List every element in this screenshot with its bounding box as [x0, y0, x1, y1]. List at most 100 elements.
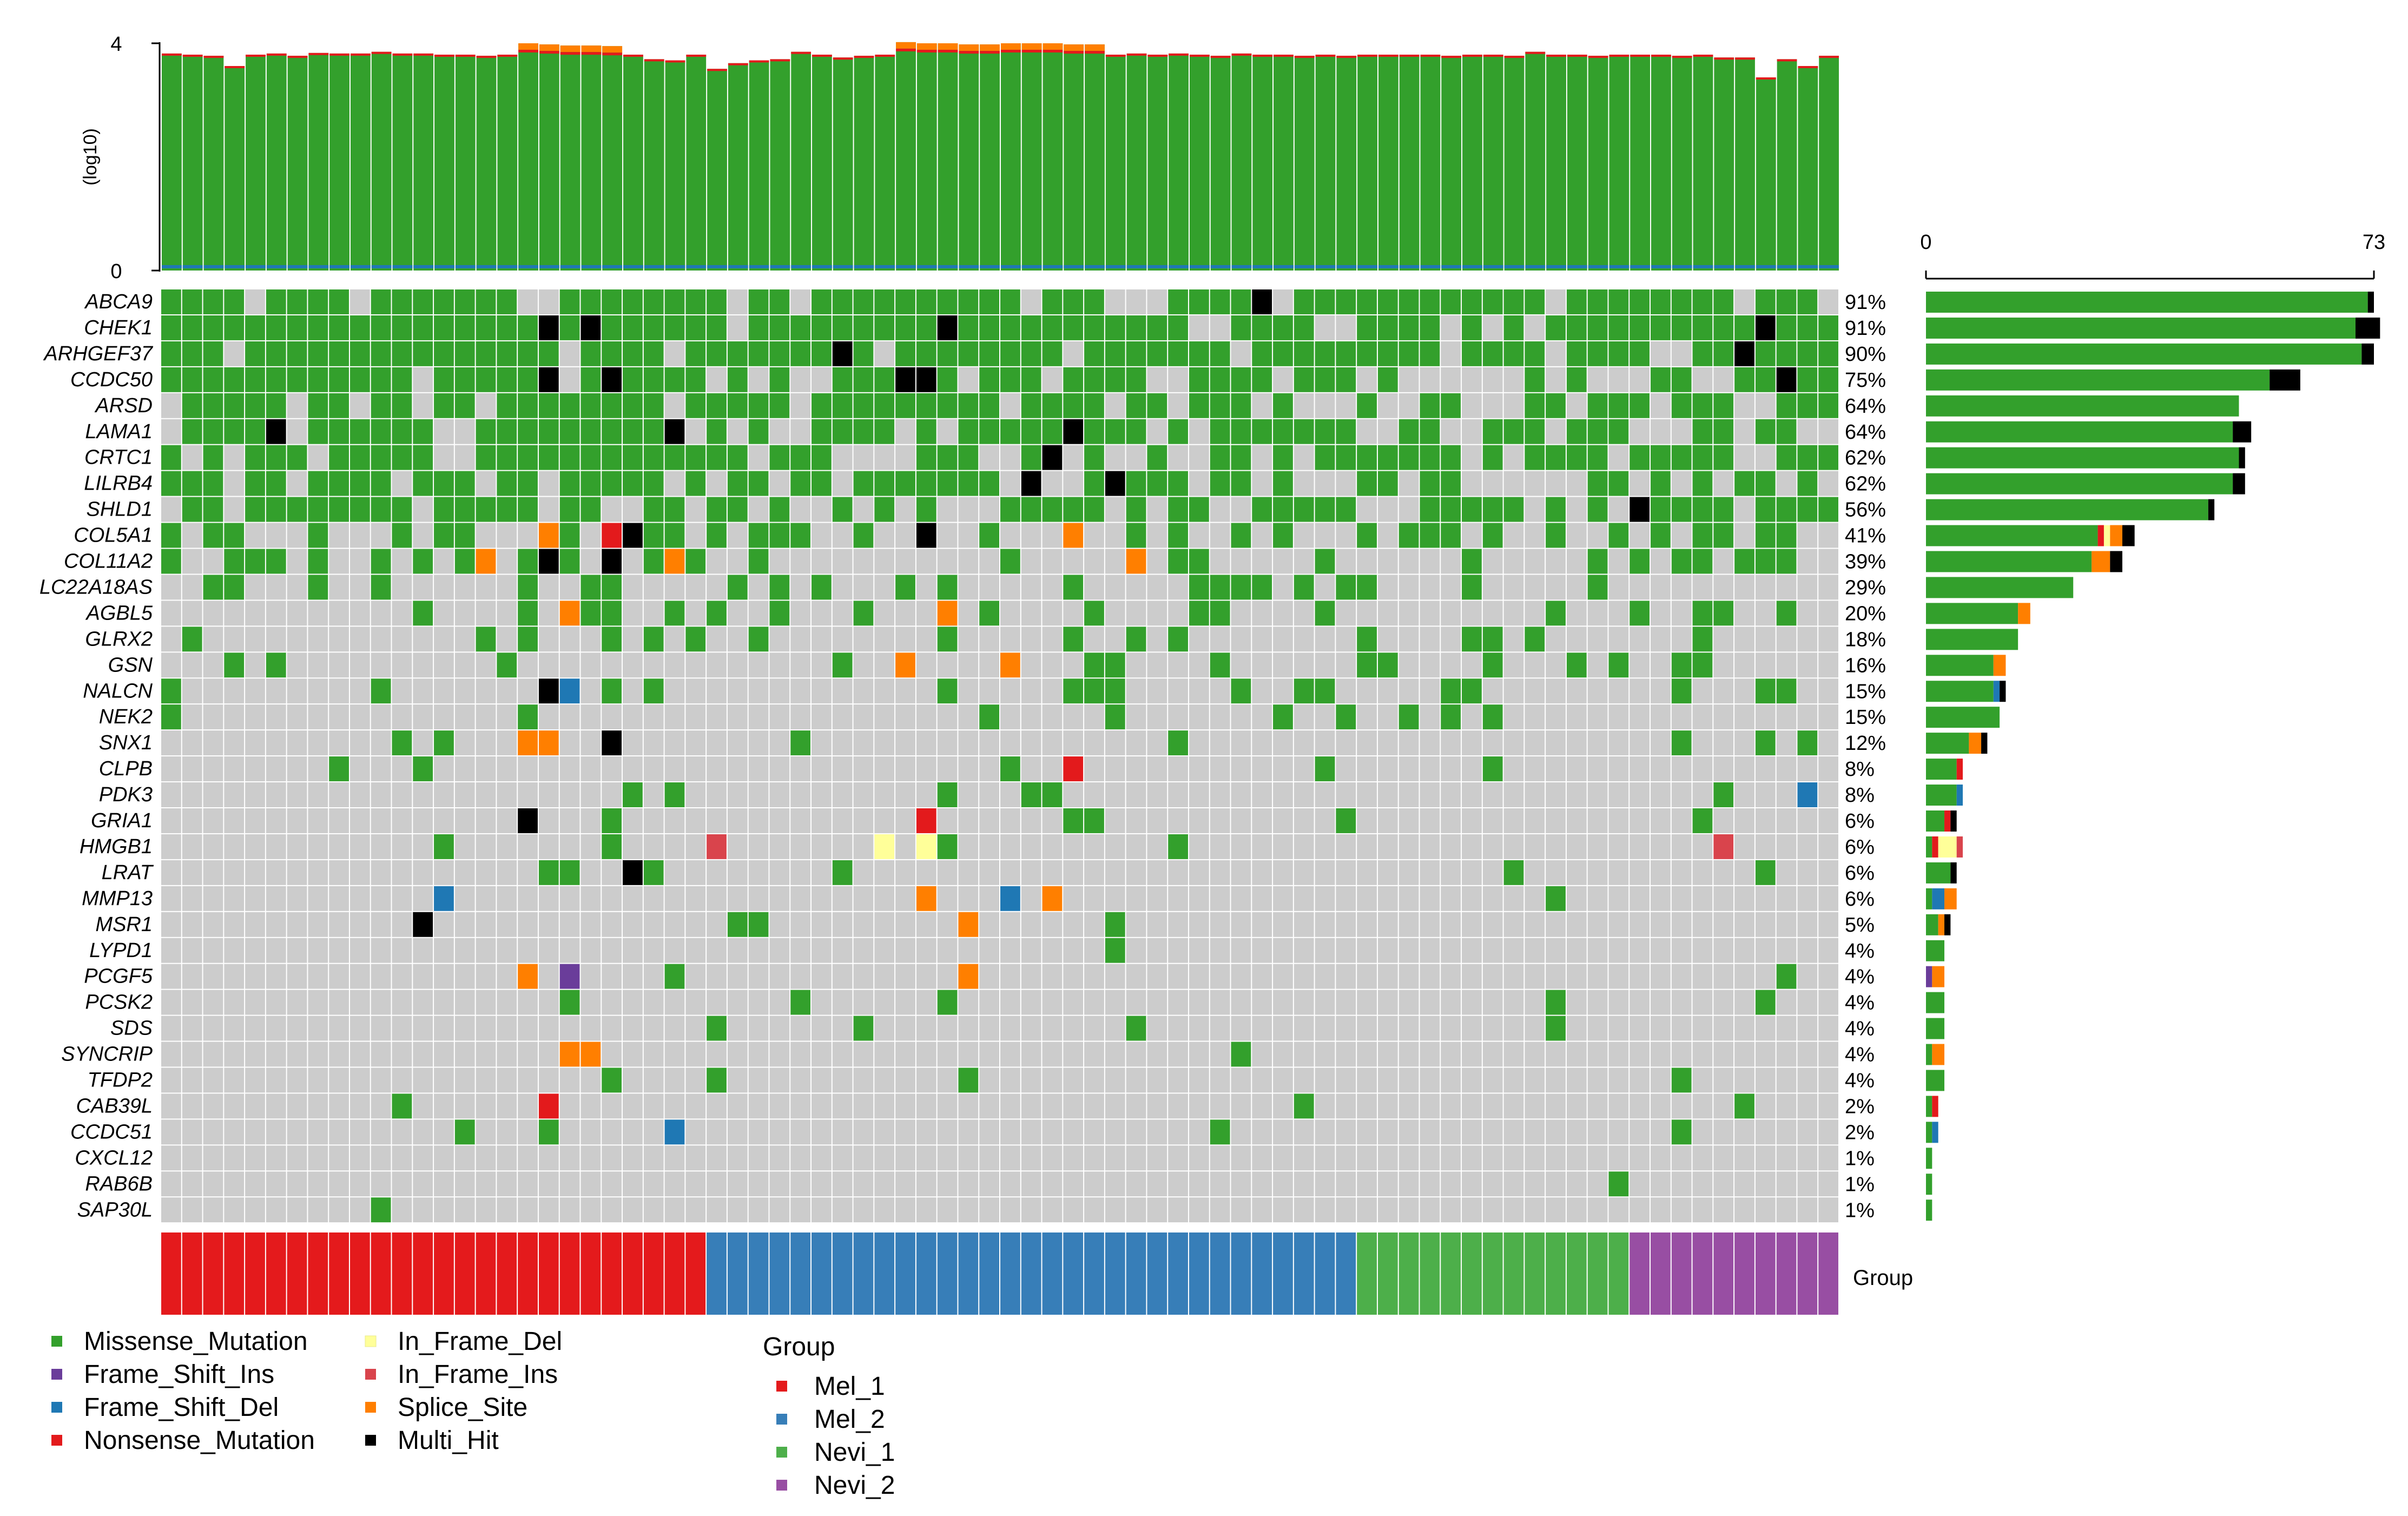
- mutation-cell: [1000, 1145, 1020, 1171]
- mutation-cell: [559, 704, 580, 730]
- mutation-cell: [1651, 341, 1671, 366]
- gene-count-segment: [1926, 707, 2000, 728]
- tmb-bar: [602, 46, 623, 271]
- gene-count-segment: [1950, 862, 1957, 884]
- mutation-cell: [812, 782, 832, 807]
- mutation-cell: [497, 419, 517, 444]
- mutation-cell: [1231, 575, 1251, 600]
- mutation-cell: [434, 471, 454, 496]
- mutation-cell: [664, 445, 685, 470]
- tmb-bar-segment: [392, 53, 413, 56]
- mutation-cell: [979, 990, 999, 1015]
- tmb-bar: [1378, 55, 1398, 271]
- mutation-cell: [580, 1171, 601, 1197]
- mutation-cell: [1357, 704, 1377, 730]
- mutation-cell: [1587, 601, 1608, 626]
- mutation-cell: [812, 419, 832, 444]
- mutation-cell: [1587, 1016, 1608, 1041]
- mutation-cell: [958, 523, 979, 548]
- gene-count-axis: 0 73: [1920, 231, 2385, 280]
- mutation-cell: [1525, 471, 1545, 496]
- mutation-cell: [161, 523, 181, 548]
- mutation-cell: [1315, 367, 1335, 392]
- mutation-cell: [287, 1042, 307, 1067]
- mutation-cell: [1357, 367, 1377, 392]
- mutation-cell: [1713, 1145, 1734, 1171]
- mutation-cell: [161, 1067, 181, 1093]
- tmb-bar-segment: [1756, 265, 1776, 268]
- mutation-cell: [1441, 860, 1461, 885]
- mutation-cell: [1692, 782, 1713, 807]
- mutation-cell: [1692, 990, 1713, 1015]
- mutation-cell: [580, 1067, 601, 1093]
- gene-frequency: 62%: [1845, 473, 1886, 496]
- mutation-cell: [1063, 601, 1084, 626]
- mutation-cell: [1377, 315, 1398, 340]
- mutation-cell: [643, 315, 664, 340]
- mutation-cell: [685, 886, 706, 911]
- mutation-cell: [413, 860, 433, 885]
- tmb-bar-segment: [916, 265, 937, 268]
- mutation-cell: [916, 1145, 936, 1171]
- mutation-cell: [1168, 886, 1188, 911]
- mutation-cell: [1336, 367, 1356, 392]
- mutation-cell: [979, 1042, 999, 1067]
- mutation-cell: [1462, 367, 1482, 392]
- mutation-cell: [580, 1197, 601, 1223]
- mutation-cell: [1608, 678, 1629, 704]
- tmb-bar-segment: [665, 265, 685, 268]
- mutation-cell: [790, 990, 811, 1015]
- mutation-cell: [874, 419, 895, 444]
- mutation-cell: [1168, 1093, 1188, 1119]
- mutation-cell: [685, 938, 706, 963]
- mutation-cell: [664, 1171, 685, 1197]
- mutation-cell: [1713, 782, 1734, 807]
- mutation-cell: [1189, 782, 1209, 807]
- tmb-bar-segment: [1798, 66, 1818, 68]
- mutation-cell: [1398, 990, 1419, 1015]
- mutation-cell: [979, 315, 999, 340]
- mutation-cell: [1441, 1067, 1461, 1093]
- mutation-cell: [1105, 471, 1125, 496]
- mutation-cell: [413, 367, 433, 392]
- mutation-cell: [1063, 938, 1084, 963]
- tmb-bar: [770, 59, 790, 271]
- mutation-cell: [1273, 886, 1293, 911]
- group-cell: [1273, 1232, 1293, 1315]
- mutation-cell: [1021, 393, 1041, 418]
- mutation-cell: [1357, 990, 1377, 1015]
- mutation-cell: [664, 549, 685, 574]
- mutation-cell: [1441, 1042, 1461, 1067]
- mutation-cell: [413, 341, 433, 366]
- mutation-cell: [664, 497, 685, 522]
- mutation-cell: [1797, 756, 1818, 782]
- mutation-cell: [602, 808, 622, 833]
- mutation-cell: [245, 1042, 265, 1067]
- mutation-cell: [1818, 549, 1838, 574]
- mutation-cell: [1273, 549, 1293, 574]
- mutation-cell: [203, 445, 223, 470]
- mutation-cell: [937, 756, 958, 782]
- mutation-cell: [538, 627, 559, 652]
- mutation-cell: [727, 1145, 748, 1171]
- mutation-cell: [1629, 1171, 1650, 1197]
- tmb-bar-segment: [1525, 51, 1546, 54]
- mutation-cell: [1398, 1093, 1419, 1119]
- mutation-cell: [707, 393, 727, 418]
- mutation-cell: [1441, 1119, 1461, 1145]
- mutation-cell: [287, 652, 307, 678]
- mutation-cell: [349, 1093, 370, 1119]
- mutation-cell: [559, 367, 580, 392]
- mutation-cell: [1671, 523, 1692, 548]
- mutation-cell: [580, 756, 601, 782]
- mutation-cell: [1755, 419, 1776, 444]
- mutation-cell: [1084, 497, 1104, 522]
- mutation-cell: [853, 1145, 874, 1171]
- mutation-cell: [707, 964, 727, 989]
- tmb-bar-segment: [1021, 265, 1042, 268]
- mutation-cell: [1315, 341, 1335, 366]
- mutation-cell: [664, 341, 685, 366]
- group-annotation-track: [161, 1232, 1838, 1315]
- mutation-cell: [434, 1067, 454, 1093]
- mutation-cell: [1315, 315, 1335, 340]
